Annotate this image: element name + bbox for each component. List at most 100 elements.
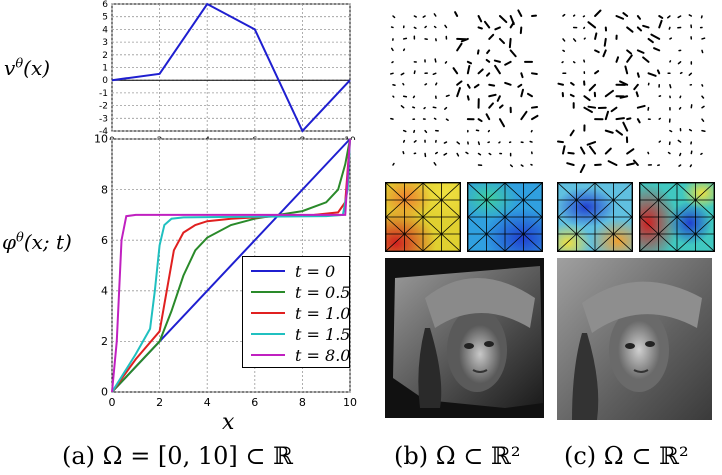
vector-arrow: [626, 162, 635, 166]
legend-label: t = 0.5: [295, 282, 351, 302]
mesh-line: [441, 199, 460, 218]
vector-arrow: [445, 94, 450, 97]
vector-arrow: [488, 33, 495, 40]
heatmap-b1: [385, 182, 461, 252]
vector-arrow: [586, 141, 597, 146]
y-tick-label: 8: [101, 183, 108, 196]
vector-arrow: [531, 114, 539, 121]
vector-arrow: [677, 15, 682, 19]
vector-arrow: [520, 72, 524, 79]
x-tick-label: 6: [252, 136, 258, 140]
vector-arrow: [701, 118, 705, 122]
mesh-line: [676, 183, 696, 201]
vector-arrow: [658, 19, 663, 29]
vector-arrow: [465, 151, 469, 155]
vector-arrow: [466, 64, 471, 75]
vector-arrow: [562, 38, 566, 42]
vector-arrow: [498, 37, 506, 45]
vector-arrow: [460, 37, 469, 43]
vector-arrow: [498, 15, 508, 24]
vector-arrow: [424, 129, 428, 134]
vector-arrow: [569, 93, 575, 98]
series-line: [111, 138, 351, 393]
vector-arrow: [679, 95, 682, 99]
y-tick-label: 6: [101, 234, 108, 247]
vector-arrow: [594, 70, 600, 75]
mesh-line: [658, 199, 678, 218]
mesh-line: [441, 233, 460, 251]
x-tick-label: 0: [109, 396, 116, 409]
mesh-line: [504, 183, 524, 201]
vector-arrow: [579, 146, 586, 155]
heatmap-c1: [557, 182, 633, 252]
heat-blob: [386, 183, 432, 220]
plot-frame: [111, 3, 351, 132]
vector-arrow: [433, 13, 437, 17]
mesh-line: [613, 216, 632, 235]
vector-arrow: [413, 140, 417, 143]
vector-arrow: [456, 42, 463, 52]
vector-arrow: [412, 106, 416, 109]
vector-arrow: [624, 65, 629, 75]
vector-arrow: [572, 14, 576, 17]
vector-arrow: [456, 87, 461, 98]
mesh-line: [422, 233, 442, 251]
vector-arrow: [636, 26, 643, 32]
vector-arrow: [583, 59, 586, 63]
vector-arrow: [653, 47, 661, 52]
vector-arrow: [701, 105, 705, 109]
vector-arrow: [632, 159, 639, 166]
vector-arrow: [669, 60, 672, 63]
vector-arrow: [650, 33, 661, 40]
y-tick-label: -3: [99, 114, 108, 124]
vector-arrow: [517, 83, 523, 88]
vector-arrow: [390, 117, 394, 120]
vector-arrow: [604, 129, 614, 134]
vector-arrow: [569, 129, 575, 137]
x-tick-label: 8: [300, 136, 306, 140]
vector-arrow: [636, 72, 640, 78]
series-line: [111, 138, 351, 393]
vector-arrow: [488, 102, 494, 109]
mesh-line: [594, 233, 614, 251]
vector-arrow: [615, 56, 620, 63]
mesh-line: [486, 233, 506, 251]
y-tick-label: -4: [99, 127, 108, 137]
vector-arrow: [658, 117, 661, 120]
vector-arrow: [587, 105, 597, 109]
vector-arrow: [656, 69, 661, 75]
vector-arrow: [498, 118, 506, 128]
vector-arrow: [529, 140, 533, 143]
vector-arrow: [642, 56, 650, 63]
vector-arrow: [557, 82, 564, 86]
mesh-line: [695, 183, 714, 201]
vector-arrow: [477, 26, 483, 30]
x-tick-label: 10: [343, 396, 357, 409]
vector-arrow: [604, 89, 614, 98]
vector-arrow: [679, 152, 682, 157]
mesh-line: [386, 216, 405, 235]
vector-arrow: [530, 129, 533, 133]
vector-arrow: [402, 37, 408, 40]
vector-arrow: [487, 129, 490, 133]
vector-arrow: [669, 129, 673, 133]
vector-arrow: [642, 24, 650, 29]
y-tick-label: 10: [94, 133, 108, 146]
legend-item: t = 8.0: [243, 345, 350, 365]
mesh-line: [504, 233, 524, 251]
mesh-line: [613, 199, 632, 218]
vector-arrow: [486, 49, 491, 55]
vector-arrow: [444, 24, 448, 29]
vector-arrow: [504, 81, 512, 86]
vector-arrow: [570, 81, 575, 86]
vector-arrow: [392, 162, 395, 166]
mesh-line: [422, 183, 442, 201]
vector-arrow: [434, 58, 437, 63]
vector-field-b: [389, 9, 539, 168]
vector-arrow: [476, 49, 480, 55]
vector-arrow: [647, 72, 657, 77]
vector-arrow: [520, 88, 524, 98]
vector-arrow: [582, 15, 586, 18]
mesh-line: [468, 183, 487, 201]
y-tick-label: 0: [101, 386, 108, 399]
